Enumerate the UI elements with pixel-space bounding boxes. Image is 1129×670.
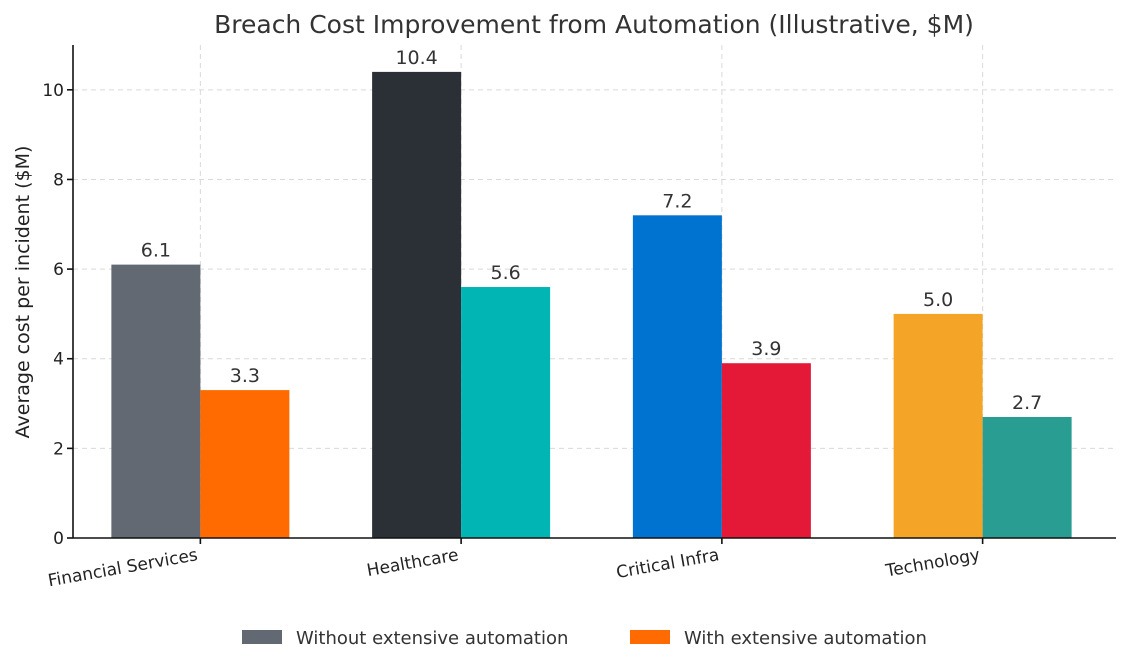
value-labels: 6.1 3.3 10.4 5.6 7.2 3.9 5.0 2.7 xyxy=(141,47,1042,414)
bar-financial-services-series-1 xyxy=(200,390,290,538)
value-label: 10.4 xyxy=(395,47,437,69)
value-label: 3.3 xyxy=(230,365,260,387)
bars xyxy=(111,71,1072,539)
y-tick-label: 2 xyxy=(53,439,64,459)
chart-title: Breach Cost Improvement from Automation … xyxy=(214,10,974,39)
y-tick-label: 6 xyxy=(53,260,64,280)
legend-label-with-automation: With extensive automation xyxy=(684,628,927,649)
value-label: 5.0 xyxy=(923,289,953,311)
x-tick-label: Technology xyxy=(883,545,981,581)
value-label: 2.7 xyxy=(1012,392,1042,414)
bar-healthcare-series-0 xyxy=(372,71,462,539)
y-tick-label: 8 xyxy=(53,170,64,190)
bar-technology-series-0 xyxy=(893,313,983,538)
bar-financial-services-series-0 xyxy=(111,264,201,538)
x-tick-label: Critical Infra xyxy=(615,545,721,583)
y-tick-label: 4 xyxy=(53,350,64,370)
x-tick-label: Healthcare xyxy=(365,545,460,581)
legend-swatch-with-automation xyxy=(630,630,670,644)
value-label: 6.1 xyxy=(141,240,171,262)
y-axis-label: Average cost per incident ($M) xyxy=(12,146,34,439)
value-label: 5.6 xyxy=(491,262,521,284)
bar-critical-infra-series-0 xyxy=(632,215,722,539)
bar-technology-series-1 xyxy=(982,416,1072,538)
value-label: 3.9 xyxy=(751,338,781,360)
legend-label-without-automation: Without extensive automation xyxy=(296,628,568,649)
x-tick-label: Financial Services xyxy=(47,545,200,591)
y-tick-label: 10 xyxy=(42,81,64,101)
legend: Without extensive automation With extens… xyxy=(242,628,927,649)
legend-swatch-without-automation xyxy=(242,630,282,644)
bar-critical-infra-series-1 xyxy=(721,363,811,538)
y-tick-label: 0 xyxy=(53,529,64,549)
bar-healthcare-series-1 xyxy=(461,287,551,538)
value-label: 7.2 xyxy=(662,190,692,212)
